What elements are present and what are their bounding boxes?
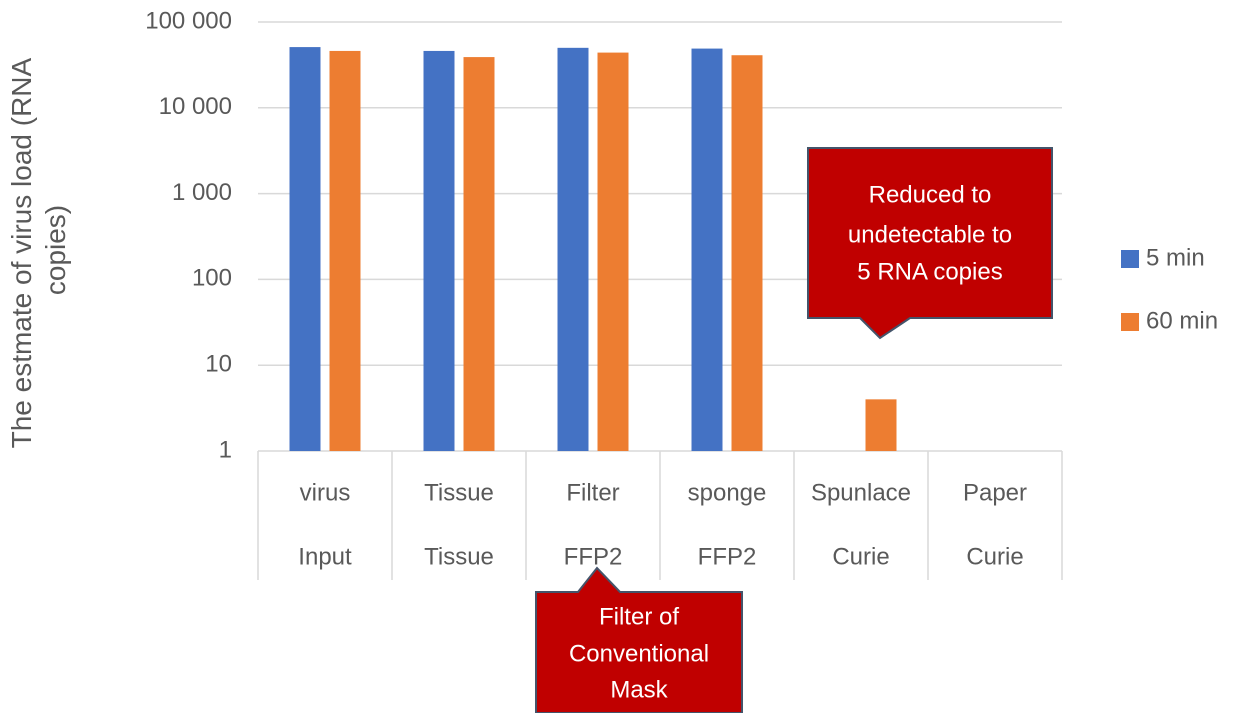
bar [691,48,723,451]
callout-box [807,147,1053,340]
callout-box [535,566,743,713]
y-axis-label-line: The estmate of virus load (RNA [6,57,37,448]
legend-label: 60 min [1146,307,1218,334]
legend-label: 5 min [1146,244,1205,271]
y-tick-label: 1 [219,436,232,463]
x-group-label: FFP2 [698,543,757,570]
annotation-line: Mask [610,676,668,703]
bar [865,399,897,451]
x-tick-label: Paper [963,479,1027,506]
x-tick-label: Filter [566,479,619,506]
y-tick-label: 10 000 [159,93,232,120]
x-group-label: Input [298,543,352,570]
y-tick-label: 100 000 [145,7,232,34]
x-tick-label: Tissue [424,479,494,506]
annotation-line: Reduced to [869,181,992,208]
bar [463,57,495,451]
bar [289,47,321,451]
x-tick-label: virus [300,479,351,506]
y-axis-label-line: copies) [40,205,71,295]
x-tick-label: Spunlace [811,479,911,506]
legend-swatch [1121,313,1139,331]
bar [597,52,629,451]
x-tick-label: sponge [688,479,767,506]
bar [329,50,361,452]
x-group-label: FFP2 [564,543,623,570]
annotation-line: Conventional [569,640,709,667]
y-tick-label: 100 [192,265,232,292]
bar [731,55,763,451]
annotation-line: 5 RNA copies [857,258,1002,285]
bar [423,50,455,452]
x-group-label: Curie [832,543,889,570]
annotation-line: undetectable to [848,221,1012,248]
legend-swatch [1121,250,1139,268]
y-tick-label: 1 000 [172,179,232,206]
y-axis-label: The estmate of virus load (RNA copies) [6,52,71,449]
y-tick-label: 10 [205,351,232,378]
annotation-line: Filter of [599,603,679,630]
x-group-label: Tissue [424,543,494,570]
x-group-label: Curie [966,543,1023,570]
bar [557,47,589,452]
